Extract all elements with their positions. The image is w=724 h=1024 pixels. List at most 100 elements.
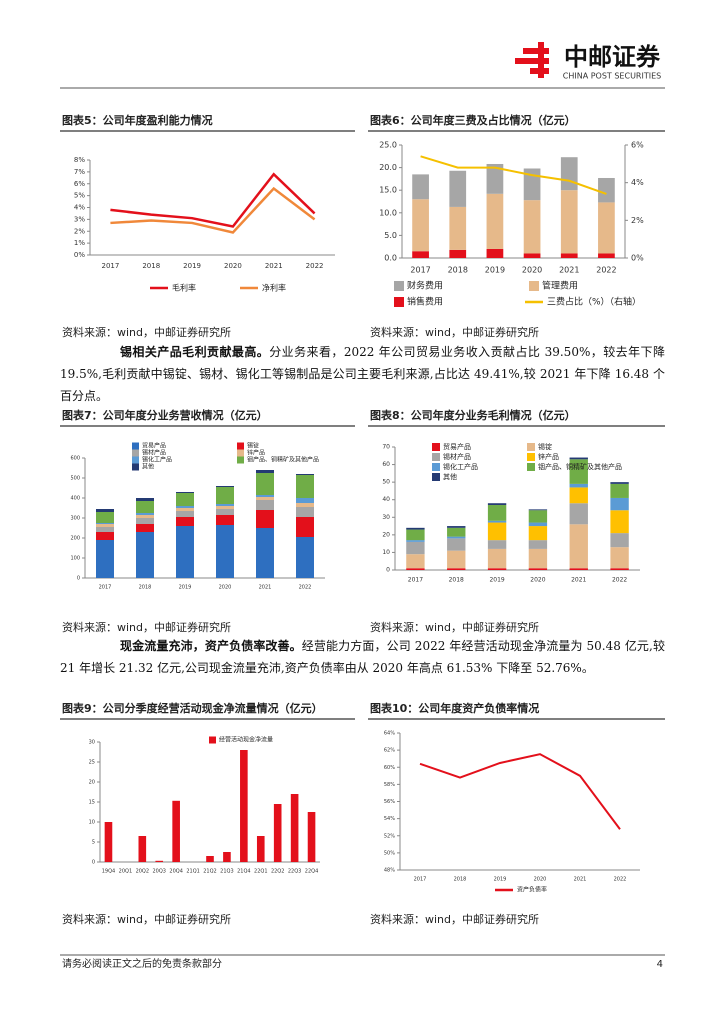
bar	[447, 550, 466, 569]
figure: 图表8：公司年度分业务毛利情况（亿元） 资料来源：wind，中邮证券研究所 0 10 2…	[368, 408, 665, 634]
figure-title: 图表6：公司年度三费及占比情况（亿元）	[370, 113, 576, 127]
bar	[610, 547, 629, 569]
legend-swatch	[432, 453, 440, 461]
bar	[610, 482, 629, 484]
y-tick-label: 5%	[74, 192, 85, 200]
y-tick-label: 20	[382, 531, 390, 538]
y-tick-label: 52%	[384, 833, 395, 839]
x-tick-label: 22Q1	[254, 869, 267, 875]
legend-swatch	[432, 443, 440, 451]
x-tick-label: 20Q2	[136, 869, 149, 875]
legend-label: 锡化工产品	[142, 456, 172, 464]
bar	[447, 526, 466, 528]
bar	[223, 852, 231, 862]
x-tick-label: 2018	[454, 877, 467, 883]
legend-label: 铟产品、铜精矿及其他产品	[538, 462, 622, 471]
legend-swatch	[394, 297, 404, 307]
x-tick-label: 2022	[612, 577, 627, 584]
x-tick-label: 22Q2	[271, 869, 284, 875]
legend-label: 其他	[443, 472, 457, 481]
para-text: 分业务来看，2022 年公司贸易业务收入贡献占比 39.50%，较去年下降 19…	[60, 345, 665, 403]
bar	[296, 503, 314, 507]
bar	[216, 487, 234, 504]
bar	[273, 804, 282, 862]
bar	[256, 497, 274, 500]
bar	[447, 538, 466, 551]
x-tick-label: 2019	[489, 577, 504, 584]
bar	[528, 509, 548, 511]
bar	[96, 509, 114, 512]
bar	[528, 548, 548, 569]
line-series	[420, 155, 607, 195]
bar	[206, 856, 214, 862]
x-tick-label: 2022	[614, 877, 627, 883]
bar	[296, 498, 314, 503]
para-bold: 现金流量充沛，资产负债率改善。	[120, 639, 302, 653]
legend-swatch	[527, 463, 535, 471]
figure-source: 资料来源：wind，中邮证券研究所	[370, 325, 539, 339]
x-tick-label: 20Q4	[169, 869, 182, 875]
y-tick-label: 200	[70, 536, 80, 542]
x-tick-label: 2017	[99, 585, 112, 591]
bar	[216, 486, 234, 487]
x-tick-label: 2020	[522, 266, 542, 275]
bar	[447, 536, 466, 539]
bar	[528, 522, 548, 527]
legend-swatch	[237, 442, 244, 450]
figure-title: 图表9：公司分季度经营活动现金净流量情况（亿元）	[62, 701, 323, 715]
y-tick-label: 0	[386, 567, 390, 574]
y2-tick-label: 6%	[631, 141, 644, 150]
bar	[449, 249, 467, 258]
legend-label: 锡材产品	[443, 452, 471, 461]
y-tick-label: 20.0	[379, 163, 397, 172]
y-tick-label: 100	[70, 556, 80, 562]
line-series	[419, 753, 621, 830]
bar	[96, 512, 114, 523]
y-tick-label: 58%	[384, 782, 395, 788]
bar	[528, 526, 548, 541]
bar	[138, 836, 147, 862]
bar	[610, 510, 629, 534]
bar	[412, 251, 429, 258]
legend-swatch	[209, 736, 216, 744]
y-tick-label: 50%	[384, 850, 395, 856]
bar	[406, 568, 425, 570]
bar	[136, 532, 154, 578]
x-tick-label: 2021	[574, 877, 587, 883]
bar	[412, 174, 429, 200]
x-tick-label: 19Q4	[102, 869, 115, 875]
legend-label: 贸易产品	[443, 442, 471, 451]
bar	[487, 504, 507, 521]
legend-label: 其他	[142, 463, 154, 471]
legend-label: 销售费用	[407, 296, 443, 308]
legend-label: 锡锭	[538, 442, 552, 451]
x-tick-label: 2017	[410, 266, 430, 275]
y-tick-label: 30	[89, 740, 95, 746]
bar	[449, 206, 467, 250]
bar	[569, 524, 588, 569]
bar	[216, 509, 234, 515]
bar	[569, 503, 588, 525]
x-tick-label: 2022	[299, 585, 312, 591]
y-tick-label: 56%	[384, 799, 395, 805]
legend-label: 三费占比（%）（右轴）	[547, 296, 641, 308]
bar	[528, 540, 548, 549]
x-tick-label: 2021	[265, 262, 283, 270]
y2-tick-label: 4%	[631, 178, 644, 187]
bar	[290, 794, 299, 862]
bar	[240, 750, 248, 862]
x-tick-label: 2018	[449, 577, 464, 584]
para-bold: 锡相关产品毛利贡献最高。	[120, 345, 270, 359]
bar	[610, 497, 629, 511]
para-text: 经营能力方面，公司 2022 年经营活动现金净流量为 50.48 亿元,较 21…	[60, 639, 665, 675]
bar	[486, 163, 504, 194]
figure-source: 资料来源：wind，中邮证券研究所	[62, 620, 231, 634]
bar	[560, 157, 578, 191]
y-tick-label: 0	[92, 860, 95, 866]
figure: 图表9：公司分季度经营活动现金净流量情况（亿元） 资料来源：wind，中邮证券研究…	[60, 701, 355, 926]
figure: 图表7：公司年度分业务营收情况（亿元） 资料来源：wind，中邮证券研究所 0 100…	[60, 408, 355, 634]
bar	[176, 526, 194, 578]
legend-swatch	[132, 449, 139, 457]
